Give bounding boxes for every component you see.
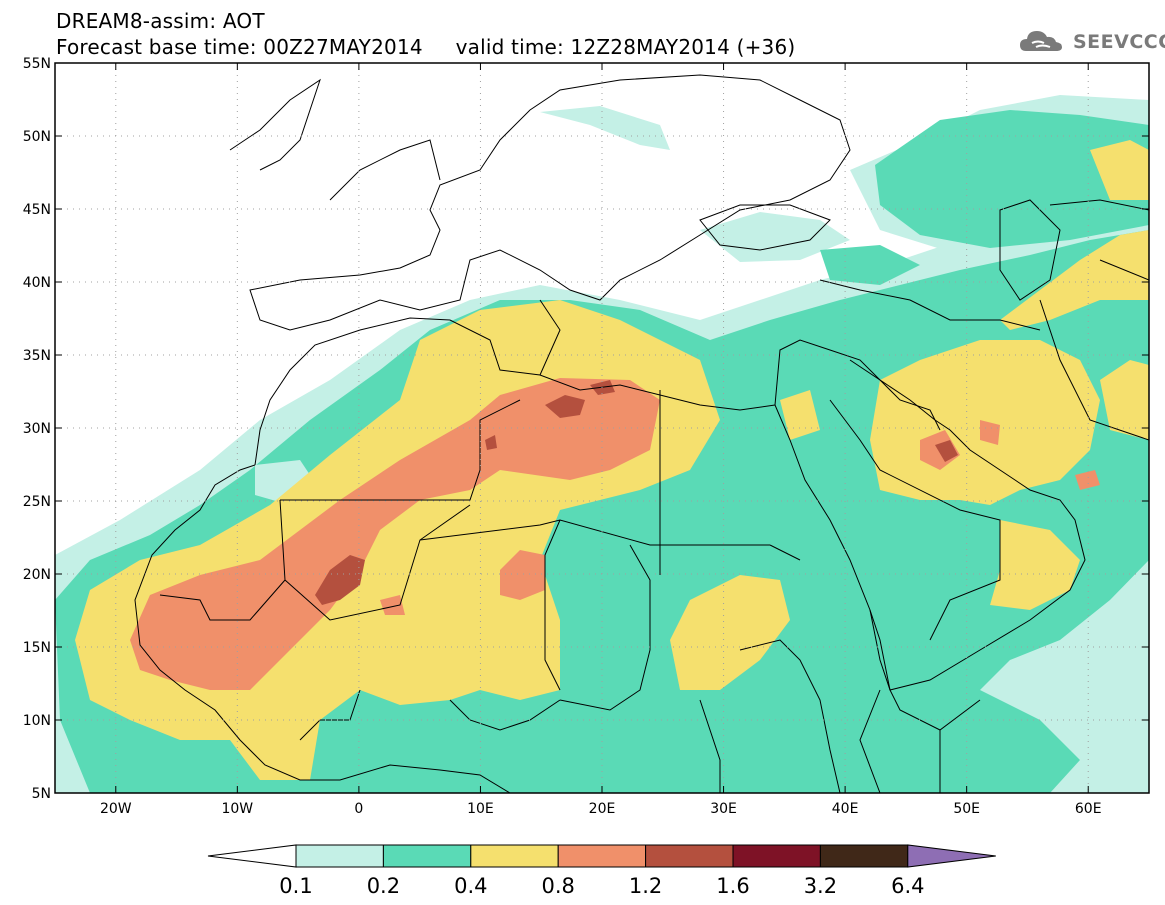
colorbar-label: 3.2 <box>804 874 837 898</box>
lat-tick-label: 25N <box>23 494 51 510</box>
forecast-time-info: Forecast base time: 00Z27MAY2014 valid t… <box>56 35 796 59</box>
map-grid <box>55 63 1149 793</box>
lon-tick-label: 10W <box>221 801 253 817</box>
colorbar-bin <box>645 844 734 868</box>
colorbar-label: 0.4 <box>454 874 487 898</box>
lon-tick-label: 60E <box>1075 801 1102 817</box>
lon-tick-label: 30E <box>710 801 737 817</box>
colorbar-label: 6.4 <box>891 874 924 898</box>
lat-tick-label: 35N <box>23 348 51 364</box>
colorbar-label: 1.2 <box>629 874 662 898</box>
lon-tick-label: 20E <box>589 801 616 817</box>
lon-tick-label: 0 <box>354 801 363 817</box>
lat-tick-label: 40N <box>23 275 51 291</box>
logo-text: SEEVCCC <box>1073 31 1165 53</box>
colorbar-label: 0.8 <box>541 874 574 898</box>
colorbar-label: 0.1 <box>279 874 312 898</box>
lon-tick-label: 40E <box>832 801 859 817</box>
colorbar-bin <box>470 844 559 868</box>
lon-tick-label: 10E <box>467 801 494 817</box>
colorbar-label: 1.6 <box>716 874 749 898</box>
lat-tick-label: 5N <box>32 786 51 802</box>
lon-tick-label: 50E <box>953 801 980 817</box>
colorbar-bin <box>295 844 384 868</box>
colorbar-bin <box>732 844 821 868</box>
lat-tick-label: 55N <box>23 56 51 72</box>
lat-tick-label: 15N <box>23 640 51 656</box>
lat-tick-label: 20N <box>23 567 51 583</box>
colorbar-bin <box>819 844 909 868</box>
lat-tick-label: 50N <box>23 129 51 145</box>
colorbar-extend-low <box>207 844 297 868</box>
colorbar-bin <box>557 844 647 868</box>
lat-tick-label: 30N <box>23 421 51 437</box>
colorbar-label: 0.2 <box>367 874 400 898</box>
colorbar-bin <box>382 844 472 868</box>
map-title: DREAM8-assim: AOT <box>56 9 265 33</box>
lat-tick-label: 45N <box>23 202 51 218</box>
lon-tick-label: 20W <box>100 801 132 817</box>
colorbar <box>207 844 996 868</box>
cloud-logo-icon <box>1020 31 1062 51</box>
lat-tick-label: 10N <box>23 713 51 729</box>
colorbar-extend-high <box>907 844 996 868</box>
